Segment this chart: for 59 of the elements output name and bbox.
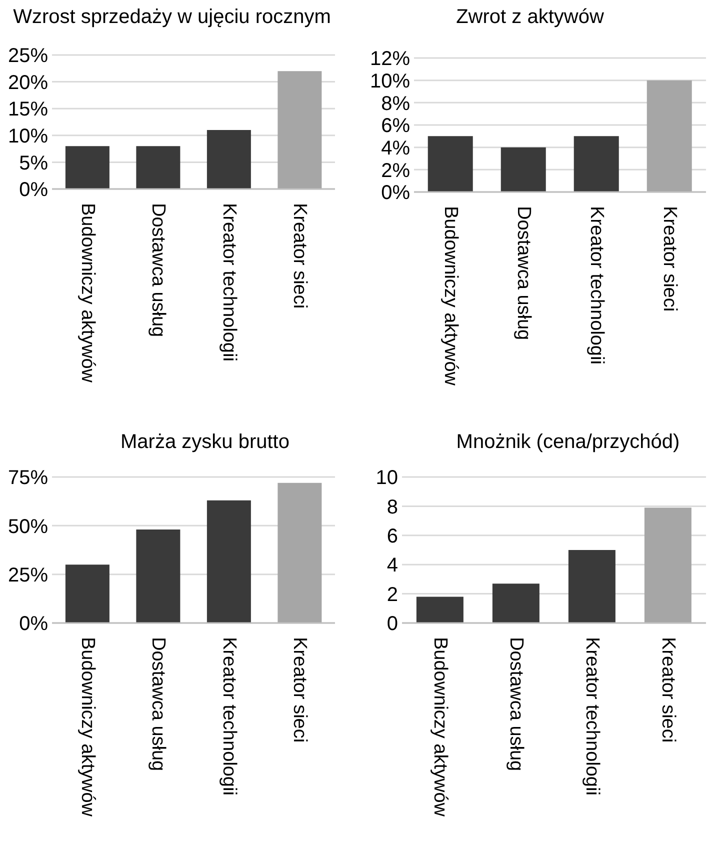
bar: [278, 482, 322, 623]
x-tick-label: Budowniczy aktywów: [76, 637, 98, 817]
bar: [206, 500, 251, 623]
x-tick-label: Budowniczy aktywów: [430, 637, 450, 817]
y-tick-label: 25%: [8, 564, 48, 586]
y-tick-label: 6: [386, 526, 398, 548]
x-tick-label: Kreator technologii: [586, 206, 607, 364]
chart-title: Zwrot z aktywów: [455, 6, 605, 29]
y-tick-label: 5%: [19, 152, 48, 174]
bar: [136, 146, 180, 189]
x-tick-label: Kreator sieci: [289, 637, 310, 743]
bar: [574, 136, 619, 192]
x-tick-label: Kreator technologii: [218, 637, 240, 796]
y-tick-label: 15%: [8, 98, 48, 121]
y-tick-label: 4: [386, 554, 398, 577]
chart-title: Marża zysku brutto: [120, 431, 290, 454]
y-tick-label: 20%: [8, 72, 48, 94]
x-tick-label: Dostawca usług: [513, 206, 534, 340]
y-tick-label: 2%: [381, 160, 410, 182]
y-tick-label: 0%: [381, 182, 410, 204]
y-tick-label: 50%: [8, 516, 48, 538]
y-tick-label: 8%: [381, 92, 410, 115]
x-tick-label: Dostawca usług: [148, 203, 169, 338]
y-tick-label: 0%: [19, 613, 48, 636]
y-tick-label: 2: [386, 584, 398, 606]
x-tick-label: Dostawca usług: [148, 637, 169, 772]
bar: [568, 550, 616, 623]
y-tick-label: 75%: [8, 467, 48, 490]
y-tick-label: 0%: [19, 179, 48, 202]
bar: [644, 508, 692, 623]
x-tick-label: Budowniczy aktywów: [440, 206, 461, 386]
chart-title: Wzrost sprzedaży w ujęciu rocznym: [12, 6, 332, 29]
bar: [500, 147, 546, 192]
y-tick-label: 10%: [370, 70, 410, 92]
bar: [646, 80, 692, 192]
y-tick-label: 4%: [381, 137, 410, 160]
bar: [278, 71, 322, 189]
bar: [416, 596, 464, 623]
bar: [136, 530, 180, 623]
y-tick-label: 6%: [381, 115, 410, 138]
y-tick-label: 10%: [8, 126, 48, 148]
chart-title: Mnożnik (cena/przychód): [455, 431, 681, 454]
y-tick-label: 10: [376, 467, 398, 490]
bar: [428, 136, 473, 192]
y-tick-label: 8: [386, 496, 398, 518]
bar: [65, 146, 110, 189]
bar: [206, 130, 251, 189]
x-tick-label: Kreator technologii: [218, 203, 240, 362]
bar: [492, 584, 540, 623]
bar: [65, 564, 110, 623]
x-tick-label: Kreator sieci: [659, 206, 680, 312]
x-tick-label: Kreator sieci: [658, 637, 678, 743]
y-tick-label: 12%: [370, 48, 410, 70]
x-tick-label: Kreator sieci: [289, 203, 310, 309]
x-tick-label: Dostawca usług: [506, 637, 526, 772]
y-tick-label: 25%: [8, 45, 48, 68]
x-tick-label: Budowniczy aktywów: [76, 203, 98, 383]
y-tick-label: 0: [386, 613, 398, 636]
x-tick-label: Kreator technologii: [582, 637, 602, 796]
